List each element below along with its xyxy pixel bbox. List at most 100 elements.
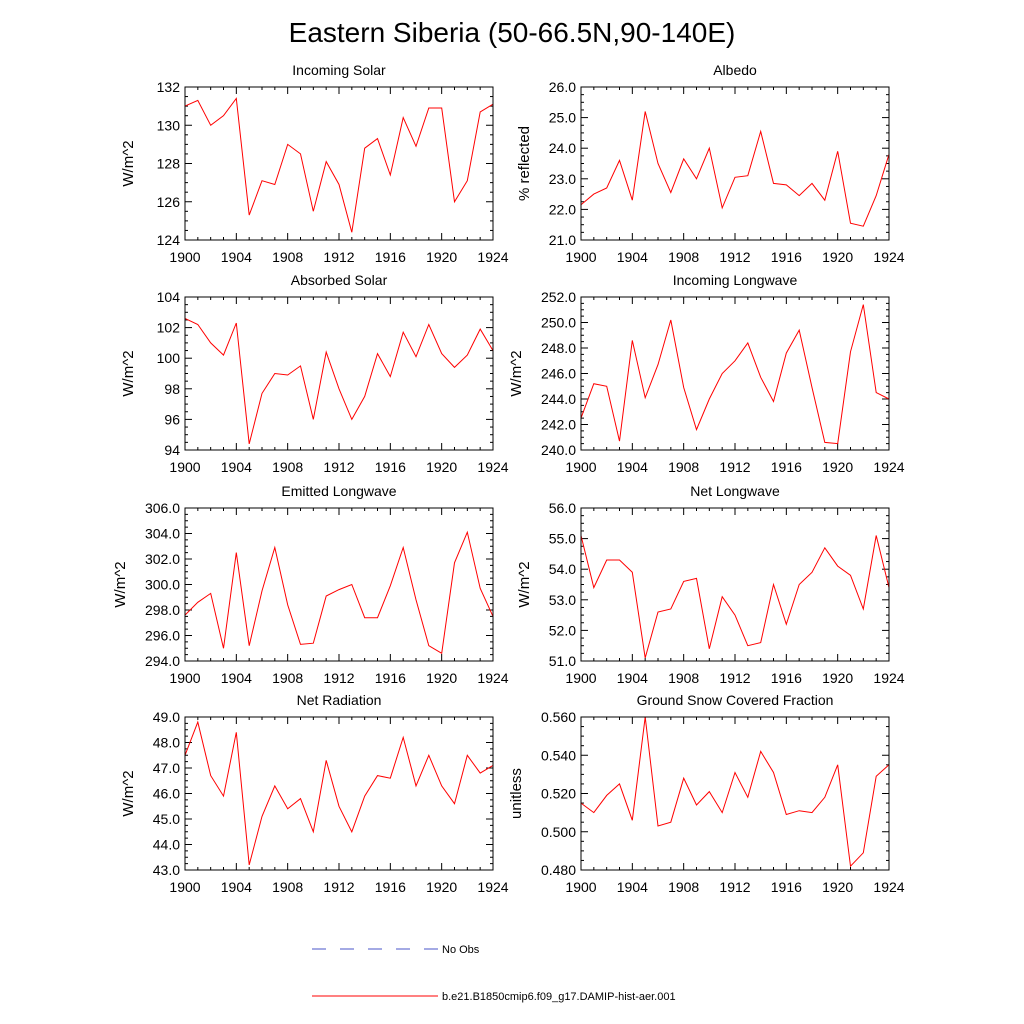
x-tick-label: 1900 [169, 670, 200, 686]
x-tick-label: 1900 [169, 879, 200, 895]
x-tick-label: 1916 [771, 879, 802, 895]
y-tick-label: 0.560 [541, 709, 576, 725]
y-tick-label: 24.0 [549, 140, 576, 156]
plot-frame [184, 86, 494, 241]
x-tick-label: 1916 [771, 670, 802, 686]
x-tick-label: 1908 [668, 249, 699, 265]
panel-net-longwave: Net Longwave 1900 1904 1908 1912 1916 1920 1924… [516, 483, 905, 686]
y-tick-label: 52.0 [549, 622, 576, 638]
y-tick-label: 21.0 [549, 232, 576, 248]
x-tick-label: 1912 [323, 670, 354, 686]
plot-frame [184, 507, 494, 662]
y-tick-label: 0.540 [541, 747, 576, 763]
series-line-albedo [580, 111, 890, 227]
figure-title: Eastern Siberia (50-66.5N,90-140E) [289, 17, 736, 48]
x-tick-label: 1908 [668, 670, 699, 686]
plot-frame [580, 716, 890, 871]
panel-title: Emitted Longwave [281, 483, 396, 499]
x-tick-label: 1908 [668, 459, 699, 475]
x-tick-label: 1916 [771, 249, 802, 265]
y-tick-label: 56.0 [549, 500, 576, 516]
y-tick-label: 294.0 [145, 653, 180, 669]
x-tick-label: 1916 [375, 670, 406, 686]
panel-title: Albedo [713, 62, 757, 78]
series-line-net-longwave [580, 535, 890, 659]
x-tick-label: 1912 [719, 249, 750, 265]
x-tick-label: 1924 [873, 879, 904, 895]
x-tick-label: 1904 [221, 249, 252, 265]
plot-frame [580, 86, 890, 241]
x-tick-label: 1904 [617, 249, 648, 265]
y-tick-label: 43.0 [153, 862, 180, 878]
y-tick-label: 128 [157, 156, 181, 172]
y-tick-label: 124 [157, 232, 181, 248]
x-tick-label: 1924 [873, 670, 904, 686]
y-tick-label: 100 [157, 350, 181, 366]
y-tick-label: 244.0 [541, 391, 576, 407]
plot-frame [580, 507, 890, 662]
panel-title: Ground Snow Covered Fraction [637, 692, 834, 708]
y-tick-label: 22.0 [549, 201, 576, 217]
x-tick-label: 1912 [323, 459, 354, 475]
x-tick-label: 1916 [375, 879, 406, 895]
y-axis-label: W/m^2 [112, 561, 129, 607]
x-tick-label: 1912 [323, 879, 354, 895]
x-tick-label: 1908 [272, 879, 303, 895]
x-tick-label: 1924 [873, 249, 904, 265]
y-tick-label: 126 [157, 194, 181, 210]
panel-incoming-longwave: Incoming Longwave 1900 1904 1908 1912 1916 192… [508, 272, 905, 475]
x-tick-label: 1900 [565, 249, 596, 265]
x-tick-label: 1920 [426, 670, 457, 686]
x-tick-label: 1908 [668, 879, 699, 895]
y-axis-label: W/m^2 [120, 350, 137, 396]
x-tick-label: 1920 [426, 879, 457, 895]
plot-frame [184, 716, 494, 871]
x-tick-label: 1912 [719, 670, 750, 686]
x-tick-label: 1924 [477, 670, 508, 686]
x-tick-label: 1904 [617, 670, 648, 686]
x-tick-label: 1904 [617, 459, 648, 475]
x-tick-label: 1916 [771, 459, 802, 475]
x-tick-label: 1920 [822, 670, 853, 686]
series-line-emitted-longwave [184, 530, 494, 655]
x-tick-label: 1916 [375, 249, 406, 265]
y-tick-label: 132 [157, 79, 181, 95]
y-tick-label: 45.0 [153, 811, 180, 827]
y-tick-label: 306.0 [145, 500, 180, 516]
y-tick-label: 53.0 [549, 592, 576, 608]
y-tick-label: 248.0 [541, 340, 576, 356]
y-tick-label: 46.0 [153, 786, 180, 802]
y-tick-label: 0.520 [541, 786, 576, 802]
series-line-incoming-solar [184, 97, 494, 233]
y-tick-label: 98 [164, 381, 180, 397]
y-tick-label: 102 [157, 320, 181, 336]
x-tick-label: 1908 [272, 459, 303, 475]
legend-label-model: b.e21.B1850cmip6.f09_g17.DAMIP-hist-aer.… [442, 991, 676, 1003]
y-tick-label: 48.0 [153, 735, 180, 751]
series-line-net-radiation [184, 720, 494, 866]
x-tick-label: 1920 [426, 249, 457, 265]
x-tick-label: 1912 [719, 879, 750, 895]
plot-frame [184, 296, 494, 451]
series-line-ground-snow-covered-fraction [580, 716, 890, 868]
panel-title: Net Longwave [690, 483, 780, 499]
x-tick-label: 1912 [323, 249, 354, 265]
x-tick-label: 1924 [477, 249, 508, 265]
x-tick-label: 1924 [477, 459, 508, 475]
x-tick-label: 1904 [617, 879, 648, 895]
panel-emitted-longwave: Emitted Longwave 1900 1904 1908 1912 1916 1920… [112, 483, 509, 686]
y-tick-label: 54.0 [549, 561, 576, 577]
legend-label-no-obs: No Obs [442, 944, 480, 956]
x-tick-label: 1900 [565, 879, 596, 895]
y-tick-label: 0.480 [541, 862, 576, 878]
y-tick-label: 0.500 [541, 824, 576, 840]
legend: No Obs b.e21.B1850cmip6.f09_g17.DAMIP-hi… [312, 944, 676, 1003]
y-tick-label: 296.0 [145, 628, 180, 644]
y-tick-label: 96 [164, 411, 180, 427]
x-tick-label: 1904 [221, 879, 252, 895]
y-tick-label: 302.0 [145, 551, 180, 567]
panel-incoming-solar: Incoming Solar 1900 1904 1908 1912 1916 1920 19… [120, 62, 509, 265]
y-tick-label: 23.0 [549, 171, 576, 187]
y-tick-label: 240.0 [541, 442, 576, 458]
